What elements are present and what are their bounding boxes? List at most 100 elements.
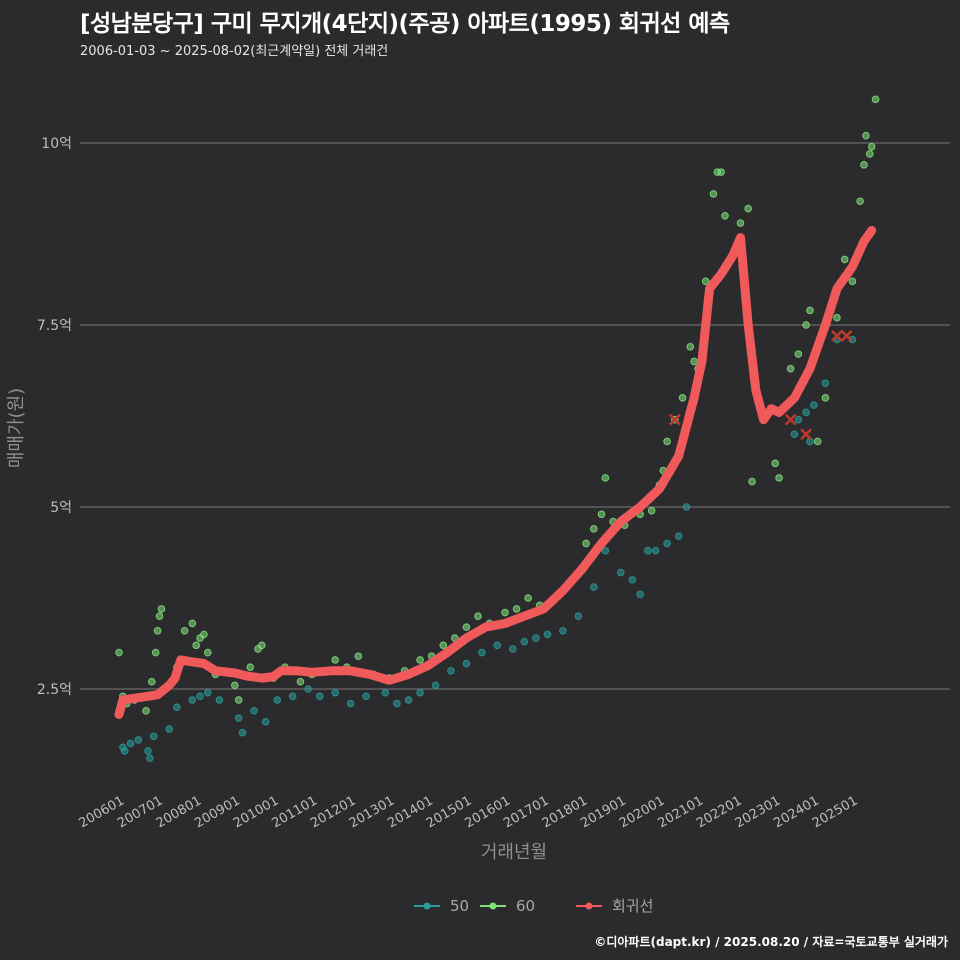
- data-point-60: [151, 648, 160, 657]
- data-point-50: [520, 637, 529, 646]
- data-point-50: [447, 667, 455, 675]
- legend-label: 60: [516, 897, 535, 915]
- data-point-50: [146, 754, 154, 762]
- data-point-60: [203, 648, 212, 657]
- data-point-50: [478, 648, 486, 657]
- data-point-50: [234, 714, 243, 722]
- data-point-60: [848, 277, 857, 286]
- data-point-60: [736, 219, 745, 227]
- data-point-60: [155, 612, 164, 621]
- data-point-60: [192, 641, 200, 650]
- data-point-50: [215, 696, 224, 704]
- data-point-60: [802, 321, 810, 329]
- data-point-50: [532, 634, 540, 642]
- data-point-50: [493, 641, 502, 650]
- data-point-60: [744, 204, 752, 213]
- data-point-50: [682, 503, 691, 511]
- y-tick-label: 5억: [50, 500, 72, 516]
- chart-subtitle: 2006-01-03 ~ 2025-08-02(최근계약일) 전체 거래건: [80, 44, 389, 59]
- data-point-50: [810, 401, 818, 409]
- data-point-50: [315, 692, 324, 701]
- data-point-60: [678, 394, 687, 402]
- legend-dot: [423, 902, 431, 910]
- data-point-60: [354, 652, 363, 661]
- data-point-50: [636, 590, 644, 599]
- data-point-60: [865, 150, 874, 158]
- data-point-60: [786, 364, 795, 373]
- data-point-50: [331, 688, 339, 697]
- data-point-60: [833, 313, 841, 322]
- legend-item-50: 50: [414, 897, 469, 915]
- data-point-60: [794, 350, 803, 358]
- data-point-50: [120, 747, 129, 755]
- data-point-60: [748, 477, 756, 486]
- data-point-50: [802, 408, 810, 417]
- data-point-50: [261, 717, 270, 726]
- legend-dot: [585, 902, 593, 910]
- data-point-60: [153, 626, 162, 635]
- legend-label: 50: [450, 897, 469, 915]
- data-point-50: [196, 692, 204, 701]
- data-point-50: [644, 546, 652, 555]
- prediction-markers: [668, 330, 853, 441]
- data-point-60: [462, 623, 471, 631]
- data-point-50: [381, 688, 390, 697]
- data-point-60: [582, 539, 590, 548]
- data-point-60: [115, 648, 123, 657]
- data-point-60: [142, 707, 150, 715]
- data-point-60: [871, 95, 880, 104]
- data-point-60: [234, 696, 243, 704]
- data-point-50: [165, 725, 173, 733]
- x-axis-ticks: 2006012007012008012009012010012011012012…: [77, 793, 861, 831]
- data-point-50: [173, 703, 181, 712]
- data-point-50: [431, 681, 440, 690]
- data-point-60: [717, 168, 725, 176]
- legend: 50 60 회귀선: [414, 897, 653, 915]
- y-tick-label: 7.5억: [37, 318, 72, 334]
- data-point-50: [663, 539, 671, 548]
- legend-item-60: 60: [480, 897, 535, 915]
- data-point-60: [813, 437, 822, 446]
- data-point-60: [439, 641, 448, 650]
- source-caption: ©디아파트(dapt.kr) / 2025.08.20 / 자료=국토교통부 실…: [594, 935, 948, 949]
- data-point-60: [601, 474, 610, 482]
- prediction-marker: [840, 330, 853, 342]
- data-point-60: [686, 343, 695, 351]
- data-point-60: [775, 474, 783, 482]
- data-point-50: [574, 612, 583, 621]
- data-point-50: [404, 696, 413, 704]
- y-tick-label: 10억: [41, 136, 72, 152]
- data-point-60: [721, 212, 729, 220]
- data-point-60: [180, 626, 189, 635]
- data-point-60: [331, 656, 339, 664]
- data-point-50: [508, 645, 517, 653]
- data-point-60: [597, 510, 606, 519]
- gridlines: [80, 142, 950, 690]
- data-point-50: [628, 576, 637, 584]
- data-point-60: [862, 131, 870, 140]
- data-point-60: [231, 681, 239, 690]
- legend-dot: [489, 902, 497, 910]
- data-point-50: [304, 685, 312, 693]
- data-point-60: [860, 161, 868, 169]
- data-point-50: [543, 630, 552, 639]
- data-point-50: [617, 568, 625, 577]
- data-point-50: [589, 583, 598, 591]
- data-point-50: [134, 736, 143, 744]
- data-point-50: [559, 626, 567, 635]
- data-point-50: [250, 707, 258, 715]
- data-point-50: [651, 546, 660, 555]
- data-point-60: [501, 608, 509, 617]
- data-point-50: [188, 696, 197, 704]
- data-point-60: [709, 190, 718, 198]
- data-point-60: [296, 677, 305, 686]
- prediction-marker: [800, 428, 812, 441]
- data-point-60: [512, 605, 521, 613]
- legend-label: 회귀선: [612, 897, 653, 915]
- chart-title: [성남분당구] 구미 무지개(4단지)(주공) 아파트(1995) 회귀선 예측: [80, 11, 730, 37]
- data-point-60: [701, 277, 710, 286]
- data-point-50: [462, 659, 471, 668]
- data-point-50: [674, 532, 683, 540]
- y-axis-title: 매매가(원): [6, 388, 27, 468]
